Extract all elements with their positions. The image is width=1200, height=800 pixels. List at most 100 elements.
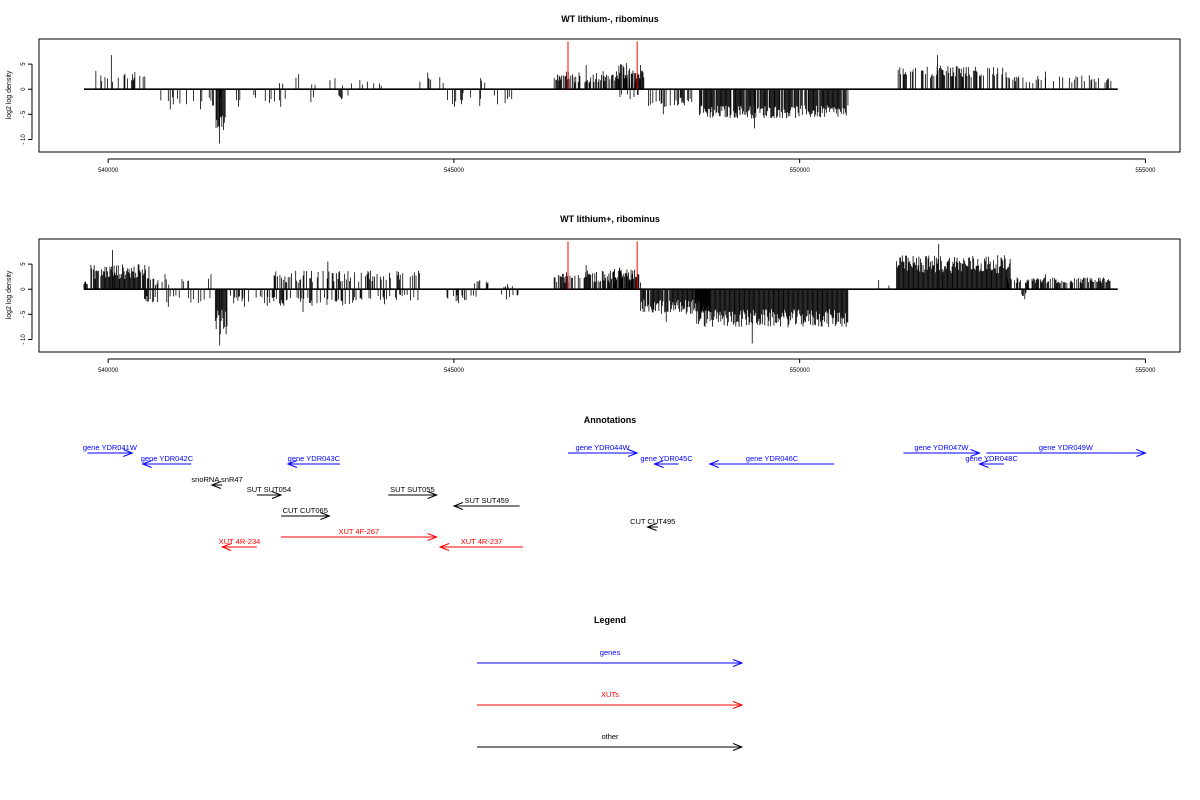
annotation-feature: gene YDR042C <box>141 454 194 468</box>
annotation-feature: gene YDR044W <box>568 443 639 457</box>
annotation-feature: SUT SUT055 <box>388 485 439 499</box>
panel-1-highlights <box>567 41 638 90</box>
panel-2-title: WT lithium+, ribominus <box>560 214 660 224</box>
feature-label: SUT SUT054 <box>247 485 291 494</box>
x-tick-label: 540000 <box>98 168 119 174</box>
feature-label: gene YDR047W <box>914 443 969 452</box>
x-tick-label: 545000 <box>444 368 465 374</box>
feature-arrowhead <box>210 481 222 489</box>
x-tick-label: 550000 <box>790 368 811 374</box>
panel-2-frame <box>38 238 1181 353</box>
feature-arrowhead <box>653 460 664 468</box>
legend-label: XUTs <box>601 690 619 699</box>
panel-2-x-axis: 540000 545000 550000 555000 <box>98 358 1156 374</box>
annotation-feature: XUT 4F-267 <box>281 527 439 541</box>
legend-label: other <box>601 732 619 741</box>
legend-arrowhead <box>732 659 744 667</box>
feature-arrowhead <box>320 512 331 520</box>
annotation-feature: gene YDR045C <box>640 454 693 468</box>
annotation-feature: CUT CUT065 <box>281 506 331 520</box>
legend-item: other <box>477 732 744 751</box>
feature-arrowhead <box>286 460 298 468</box>
x-tick-label: 555000 <box>1135 368 1156 374</box>
panel-1-frame <box>38 38 1181 153</box>
legend-arrowhead <box>732 743 744 751</box>
feature-label: CUT CUT495 <box>630 517 675 526</box>
y-tick-label: 5 <box>21 262 27 266</box>
legend-item: XUTs <box>477 690 744 709</box>
feature-label: gene YDR046C <box>746 454 799 463</box>
x-tick-label: 555000 <box>1135 168 1156 174</box>
y-tick-label: - 10 <box>21 334 27 345</box>
feature-arrowhead <box>427 491 439 499</box>
annotation-feature: gene YDR043C <box>286 454 341 468</box>
y-tick-label: - 5 <box>21 110 27 118</box>
annotation-feature: gene YDR047W <box>903 443 981 457</box>
feature-label: SUT SUT459 <box>465 496 509 505</box>
panel-2-y-axis: - 10 - 5 0 5 <box>21 262 33 345</box>
x-tick-label: 550000 <box>790 168 811 174</box>
feature-arrowhead <box>427 533 439 541</box>
annotation-feature: XUT 4R-237 <box>438 537 524 551</box>
annotation-feature: snoRNA snR47 <box>191 475 243 489</box>
feature-arrowhead <box>452 502 464 510</box>
annotation-feature: gene YDR049W <box>986 443 1147 457</box>
feature-label: gene YDR049W <box>1039 443 1094 452</box>
legend-items: genes XUTs other <box>477 648 744 751</box>
y-tick-label: - 10 <box>21 134 27 145</box>
feature-label: XUT 4F-267 <box>338 527 379 536</box>
panel-1-title: WT lithium-, ribominus <box>561 14 659 24</box>
feature-label: gene YDR041W <box>83 443 138 452</box>
annotation-feature: SUT SUT054 <box>247 485 291 499</box>
panel-2-density-bars <box>83 244 1111 346</box>
feature-arrowhead <box>627 449 639 457</box>
panel-lithium-plus: WT lithium+, ribominus log2 log density … <box>6 214 1181 374</box>
annotation-feature: gene YDR046C <box>708 454 835 468</box>
feature-label: gene YDR048C <box>965 454 1018 463</box>
panel-1-x-axis: 540000 545000 550000 555000 <box>98 158 1156 174</box>
panel-2-ylabel: log2 log density <box>6 270 13 319</box>
legend-arrowhead <box>732 701 744 709</box>
legend-label: genes <box>600 648 621 657</box>
feature-label: gene YDR043C <box>288 454 341 463</box>
annotation-feature: SUT SUT459 <box>452 496 520 510</box>
y-tick-label: 0 <box>21 287 27 291</box>
panel-1-y-axis: - 10 - 5 0 5 <box>21 62 33 145</box>
feature-arrowhead <box>438 543 450 551</box>
annotation-feature: CUT CUT495 <box>630 517 675 531</box>
feature-label: gene YDR045C <box>640 454 693 463</box>
annotation-feature: gene YDR041W <box>83 443 138 457</box>
feature-arrowhead <box>123 449 134 457</box>
panel-2-highlights <box>567 241 638 290</box>
legend-title: Legend <box>594 615 626 625</box>
y-tick-label: 0 <box>21 87 27 91</box>
feature-arrowhead <box>1136 449 1147 457</box>
annotation-feature: gene YDR048C <box>965 454 1018 468</box>
feature-label: XUT 4R-234 <box>219 537 261 546</box>
feature-label: SUT SUT055 <box>390 485 434 494</box>
panel-1-density-bars <box>95 55 1112 144</box>
feature-arrowhead <box>271 491 283 499</box>
y-tick-label: - 5 <box>21 310 27 318</box>
feature-label: CUT CUT065 <box>283 506 328 515</box>
feature-label: snoRNA snR47 <box>191 475 242 484</box>
feature-arrowhead <box>141 460 152 468</box>
annotation-feature: XUT 4R-234 <box>219 537 261 551</box>
feature-label: XUT 4R-237 <box>461 537 503 546</box>
x-tick-label: 540000 <box>98 368 119 374</box>
legend-panel: Legend genes XUTs other <box>477 615 744 751</box>
legend-item: genes <box>477 648 744 667</box>
panel-lithium-minus: WT lithium-, ribominus log2 log density … <box>6 14 1181 174</box>
feature-arrowhead <box>220 543 232 551</box>
feature-label: gene YDR044W <box>576 443 631 452</box>
feature-label: gene YDR042C <box>141 454 194 463</box>
feature-arrowhead <box>708 460 719 468</box>
panel-1-ylabel: log2 log density <box>6 70 13 119</box>
annotations-title: Annotations <box>584 415 637 425</box>
y-tick-label: 5 <box>21 62 27 66</box>
feature-arrowhead <box>646 523 657 531</box>
feature-arrowhead <box>978 460 989 468</box>
